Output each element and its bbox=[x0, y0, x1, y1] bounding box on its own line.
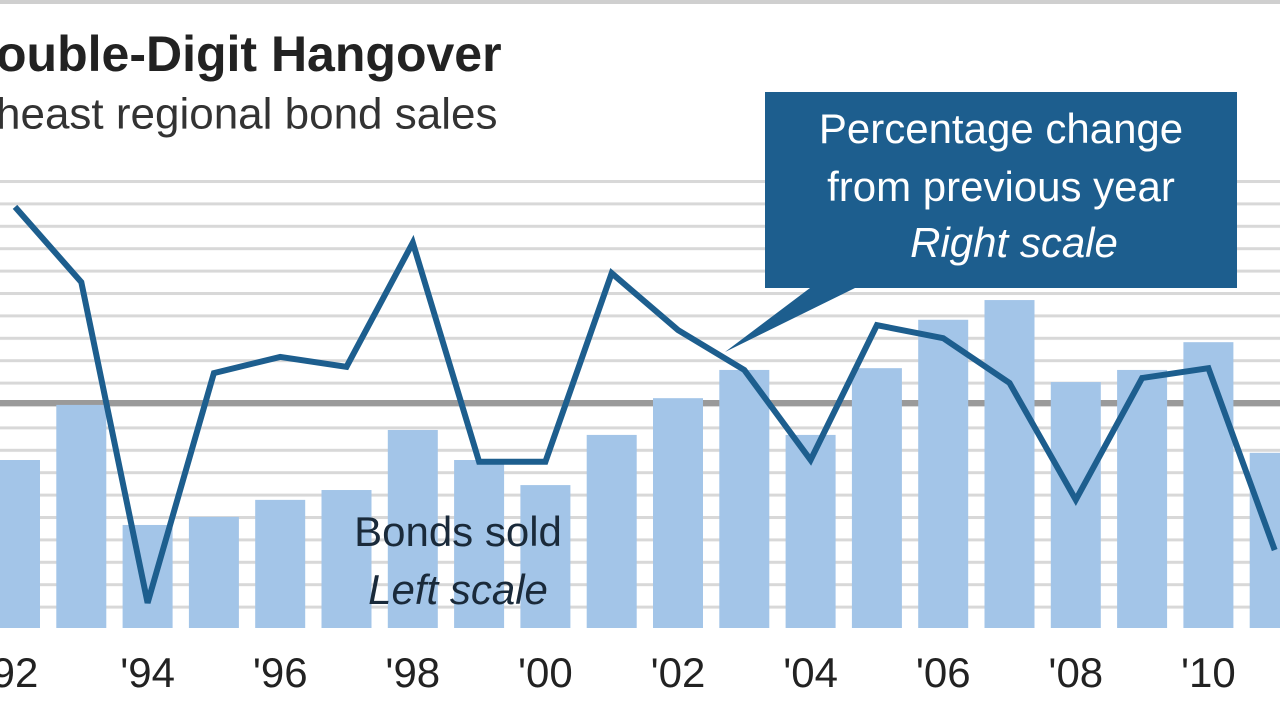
annotation-text: Left scale bbox=[368, 566, 548, 613]
x-tick-label: '06 bbox=[916, 649, 971, 696]
x-tick-label: '02 bbox=[651, 649, 706, 696]
bar bbox=[520, 485, 571, 628]
bar bbox=[188, 516, 239, 628]
x-tick-label: '08 bbox=[1048, 649, 1103, 696]
annotation-text: from previous year bbox=[827, 163, 1175, 210]
bar bbox=[918, 319, 969, 628]
x-tick-label: '96 bbox=[253, 649, 308, 696]
bar bbox=[321, 490, 372, 628]
bar bbox=[1183, 342, 1234, 628]
annotation-text: Bonds sold bbox=[354, 508, 562, 555]
bar bbox=[1249, 452, 1280, 628]
x-tick-label: '04 bbox=[783, 649, 838, 696]
x-tick-label: '94 bbox=[120, 649, 175, 696]
bar bbox=[454, 460, 505, 628]
x-tick-label: '98 bbox=[385, 649, 440, 696]
chart-subtitle: heast regional bond sales bbox=[0, 90, 497, 139]
bar bbox=[984, 300, 1035, 628]
chart-title: ouble-Digit Hangover bbox=[0, 26, 502, 82]
annotation-text: Right scale bbox=[910, 219, 1118, 266]
annotation-box bbox=[725, 92, 1237, 352]
bar bbox=[785, 434, 836, 628]
x-tick-label: '00 bbox=[518, 649, 573, 696]
bar bbox=[56, 404, 107, 628]
annotation-text: Percentage change bbox=[819, 105, 1183, 152]
reference-line bbox=[0, 400, 1280, 406]
bar bbox=[653, 398, 703, 628]
x-tick-label: '10 bbox=[1181, 649, 1236, 696]
top-border bbox=[0, 0, 1280, 4]
line bbox=[12, 204, 1278, 604]
bar bbox=[0, 460, 40, 628]
bar bbox=[255, 499, 306, 628]
bar bbox=[719, 369, 770, 628]
x-tick-label: 92 bbox=[0, 649, 38, 696]
bar bbox=[586, 434, 637, 628]
bar bbox=[387, 429, 438, 628]
bar bbox=[851, 368, 902, 628]
